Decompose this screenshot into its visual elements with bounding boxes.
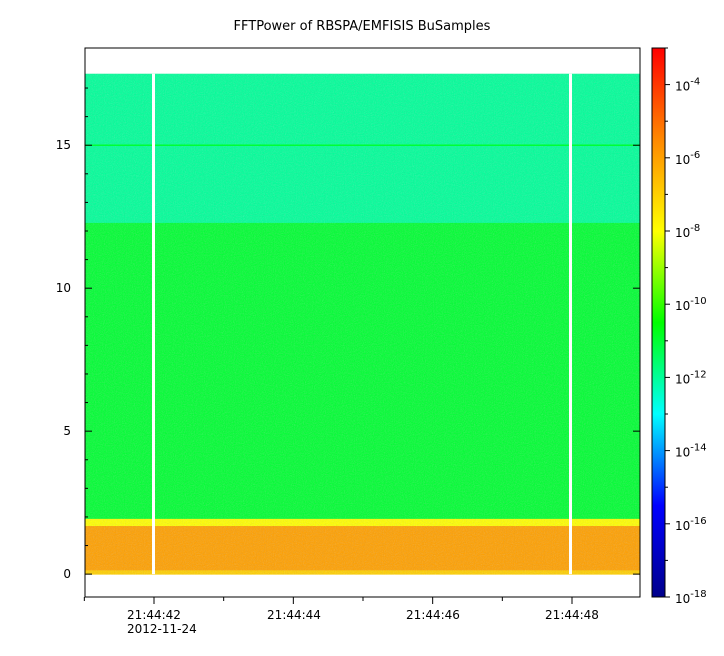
x-date-label: 2012-11-24 <box>127 622 197 636</box>
x-tick-label: 21:44:46 <box>406 608 460 622</box>
colorbar-exponent: -14 <box>690 443 706 454</box>
x-axis: 2012-11-24 21:44:42 21:44:44 21:44:46 21:44… <box>83 597 599 636</box>
data-gap <box>152 73 155 575</box>
data-gaps <box>152 73 572 575</box>
plot-area <box>85 48 640 597</box>
colorbar-tick-label: 10-16 <box>675 516 707 533</box>
y-tick-label: 5 <box>63 424 71 438</box>
colorbar-exponent: -12 <box>690 369 706 380</box>
y-tick-label: 0 <box>63 567 71 581</box>
spectrogram-noise <box>85 73 640 575</box>
x-tick-label: 21:44:44 <box>267 608 321 622</box>
colorbar-exponent: -6 <box>690 150 700 161</box>
colorbar-frame <box>651 47 666 598</box>
y-tick-label: 10 <box>56 281 71 295</box>
x-tick-label: 21:44:42 <box>127 608 181 622</box>
colorbar-ticks: 10-4 10-6 10-8 10-10 10-12 10-14 10-16 10-18 <box>665 47 707 606</box>
colorbar-exponent: -18 <box>690 589 706 600</box>
colorbar: 10-4 10-6 10-8 10-10 10-12 10-14 10-16 10-18 <box>651 47 707 606</box>
colorbar-exponent: -4 <box>690 77 700 88</box>
colorbar-tick-label: 10-4 <box>675 77 700 94</box>
chart-title: FFTPower of RBSPA/EMFISIS BuSamples <box>234 19 491 34</box>
colorbar-tick-label: 10-10 <box>675 296 707 313</box>
colorbar-exponent: -10 <box>690 296 706 307</box>
colorbar-exponent: -8 <box>690 223 700 234</box>
colorbar-tick-label: 10-6 <box>675 150 700 167</box>
y-tick-label: 15 <box>56 138 71 152</box>
colorbar-exponent: -16 <box>690 516 706 527</box>
colorbar-tick-label: 10-12 <box>675 369 707 386</box>
colorbar-ramp <box>652 48 665 597</box>
y-axis: 0 5 10 15 <box>56 87 640 581</box>
colorbar-tick-label: 10-18 <box>675 589 707 606</box>
colorbar-tick-label: 10-14 <box>675 443 707 460</box>
colorbar-tick-label: 10-8 <box>675 223 700 240</box>
x-tick-label: 21:44:48 <box>545 608 599 622</box>
data-gap <box>569 73 572 575</box>
